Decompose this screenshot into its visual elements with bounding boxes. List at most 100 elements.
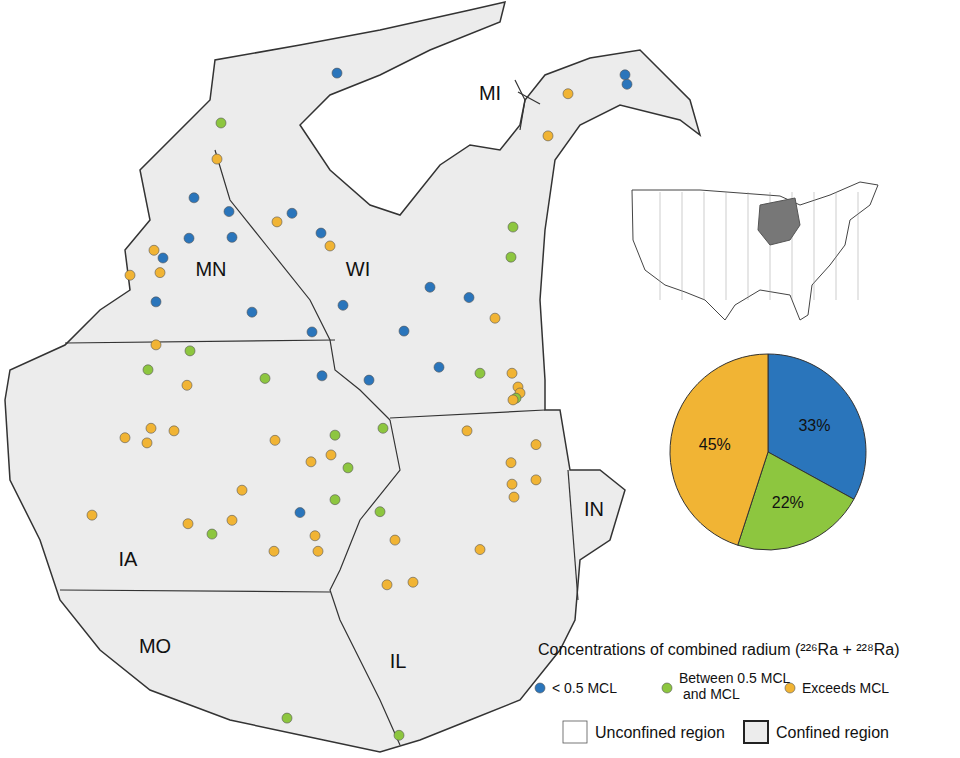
well-point <box>227 515 237 525</box>
well-point <box>227 232 237 242</box>
boundary <box>60 590 330 592</box>
well-point <box>375 507 385 517</box>
legend-entry: Between 0.5 MCL and MCL <box>679 670 790 702</box>
well-point <box>490 313 500 323</box>
well-point <box>151 297 161 307</box>
boundary <box>390 410 545 418</box>
well-point <box>475 368 485 378</box>
well-point <box>149 245 159 255</box>
state-label: IA <box>119 548 139 570</box>
well-point <box>143 365 153 375</box>
well-point <box>330 495 340 505</box>
inset-state-line <box>836 192 837 300</box>
well-point <box>543 131 553 141</box>
data-label: 33% <box>798 417 830 434</box>
well-point <box>317 371 327 381</box>
well-point <box>464 293 474 303</box>
inset-highlight <box>758 198 800 245</box>
well-point <box>146 423 156 433</box>
well-point <box>506 252 516 262</box>
well-point <box>184 233 194 243</box>
well-point <box>313 546 323 556</box>
pie-slice <box>670 354 768 545</box>
well-point <box>272 217 282 227</box>
inset-state-line <box>748 192 749 300</box>
legend-region: Unconfined region <box>595 724 725 741</box>
well-point <box>287 208 297 218</box>
boundary <box>515 80 525 130</box>
legend-swatch <box>785 683 795 693</box>
well-point <box>364 375 374 385</box>
well-point <box>237 485 247 495</box>
legend-entry: < 0.5 MCL <box>552 680 617 696</box>
well-point <box>182 380 192 390</box>
well-point <box>434 362 444 372</box>
well-point <box>531 440 541 450</box>
well-point <box>183 519 193 529</box>
inset-state-line <box>682 192 683 300</box>
boundary <box>568 470 578 600</box>
well-point <box>151 340 161 350</box>
legend-region: Confined region <box>776 724 889 741</box>
well-point <box>316 228 326 238</box>
well-point <box>87 510 97 520</box>
well-point <box>224 207 234 217</box>
well-point <box>269 546 279 556</box>
well-point <box>390 535 400 545</box>
legend-title: Concentrations of combined radium (²²⁶Ra… <box>538 641 899 658</box>
well-point <box>120 433 130 443</box>
inset-state-line <box>858 192 859 300</box>
well-point <box>326 450 336 460</box>
legend-unconfined-box <box>563 721 587 743</box>
well-point <box>189 193 199 203</box>
well-point <box>508 395 518 405</box>
inset-state-line <box>814 192 815 300</box>
well-point <box>509 492 519 502</box>
state-label: MI <box>479 82 501 104</box>
well-point <box>408 577 418 587</box>
inset-state-line <box>704 192 705 300</box>
well-point <box>295 508 305 518</box>
well-point <box>306 457 316 467</box>
legend-swatch <box>535 683 545 693</box>
well-point <box>332 68 342 78</box>
well-point <box>563 89 573 99</box>
boundary <box>330 420 400 745</box>
well-point <box>508 222 518 232</box>
well-point <box>394 730 404 740</box>
well-point <box>185 346 195 356</box>
well-point <box>399 326 409 336</box>
well-point <box>425 282 435 292</box>
legend-entry: Exceeds MCL <box>802 680 889 696</box>
state-label: MO <box>139 635 171 657</box>
well-point <box>507 479 517 489</box>
well-point <box>260 373 270 383</box>
well-point <box>212 154 222 164</box>
well-point <box>620 70 630 80</box>
pie <box>670 354 866 550</box>
well-point <box>270 435 280 445</box>
aquifer-region <box>5 2 700 752</box>
well-point <box>325 241 335 251</box>
well-point <box>507 368 517 378</box>
inset-state-line <box>660 192 661 300</box>
well-point <box>343 463 353 473</box>
legend-swatch <box>662 683 672 693</box>
inset-state-line <box>726 192 727 300</box>
well-point <box>125 270 135 280</box>
well-point <box>307 327 317 337</box>
well-point <box>462 426 472 436</box>
data-label: 22% <box>772 494 804 511</box>
well-point <box>338 300 348 310</box>
legend-confined-box <box>744 721 768 743</box>
well-point <box>531 475 541 485</box>
well-point <box>475 545 485 555</box>
well-point <box>158 253 168 263</box>
well-point <box>622 79 632 89</box>
points <box>87 68 632 740</box>
legend-line: Between 0.5 MCL <box>679 670 790 686</box>
well-point <box>155 268 165 278</box>
legend-line: and MCL <box>679 686 740 702</box>
state-label: MN <box>195 258 226 280</box>
boundary <box>65 340 335 343</box>
